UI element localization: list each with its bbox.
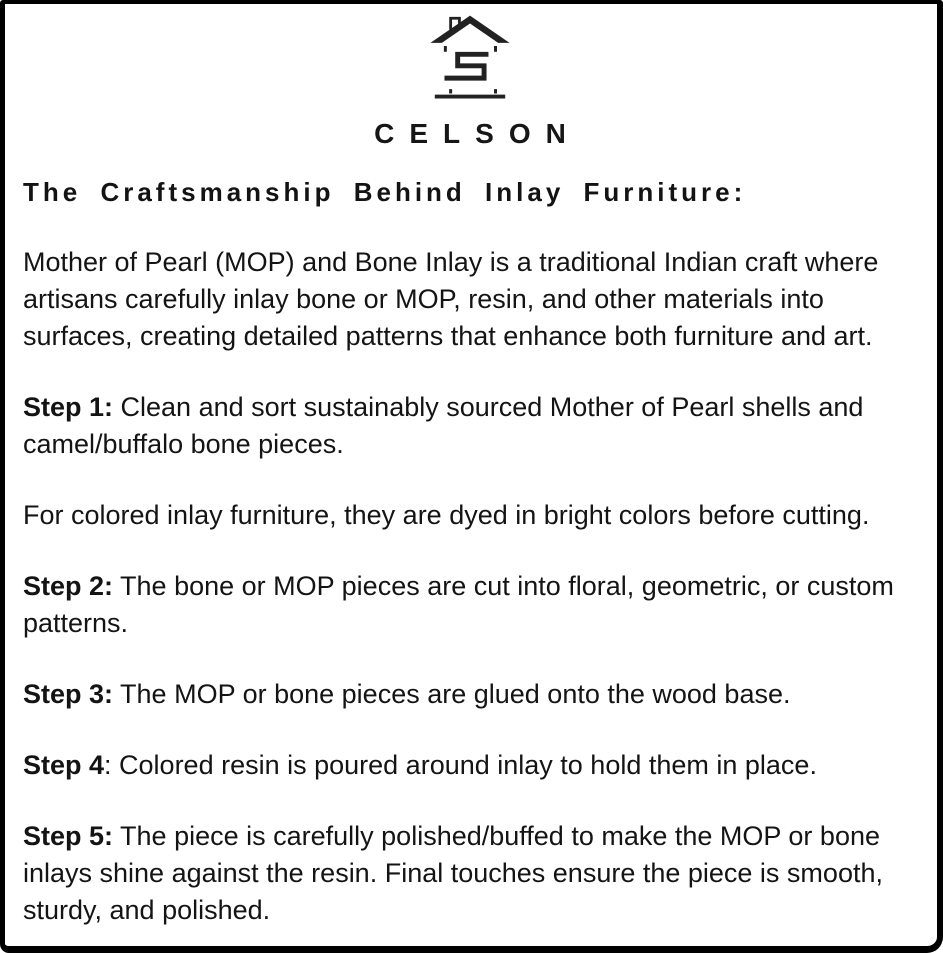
page-title: The Craftsmanship Behind Inlay Furniture… [23, 177, 747, 207]
step-label: Step 3: [23, 679, 114, 709]
colored-inlay-note: For colored inlay furniture, they are dy… [23, 497, 917, 534]
brand-logo [23, 12, 917, 109]
logo-roof [430, 15, 510, 43]
paragraph-text: The bone or MOP pieces are cut into flor… [23, 571, 894, 638]
logo-s-monogram [444, 51, 489, 81]
paragraph-text: Clean and sort sustainably sourced Mothe… [23, 392, 864, 459]
paragraph-text: : Colored resin is poured around inlay t… [104, 750, 817, 780]
paragraph-text: The MOP or bone pieces are glued onto th… [113, 679, 791, 709]
house-s-logo-icon [430, 15, 510, 99]
step-3-paragraph: Step 3: The MOP or bone pieces are glued… [23, 676, 917, 713]
paragraph-text: The piece is carefully polished/buffed t… [23, 821, 883, 925]
brand-name: CELSON [374, 118, 581, 149]
step-label: Step 1: [23, 392, 114, 422]
logo-chimney [449, 16, 461, 30]
intro-paragraph: Mother of Pearl (MOP) and Bone Inlay is … [23, 244, 917, 355]
step-1-paragraph: Step 1: Clean and sort sustainably sourc… [23, 389, 917, 463]
step-2-paragraph: Step 2: The bone or MOP pieces are cut i… [23, 568, 917, 642]
step-4-paragraph: Step 4: Colored resin is poured around i… [23, 747, 917, 784]
paragraph-text: Mother of Pearl (MOP) and Bone Inlay is … [23, 247, 879, 351]
logo-eave-ticks [443, 45, 498, 52]
step-label: Step 2: [23, 571, 114, 601]
paragraph-text: For colored inlay furniture, they are dy… [23, 500, 870, 530]
step-5-paragraph: Step 5: The piece is carefully polished/… [23, 818, 917, 929]
step-label: Step 5: [23, 821, 114, 851]
logo-ground-ticks [449, 89, 498, 94]
step-label: Step 4 [23, 750, 105, 780]
